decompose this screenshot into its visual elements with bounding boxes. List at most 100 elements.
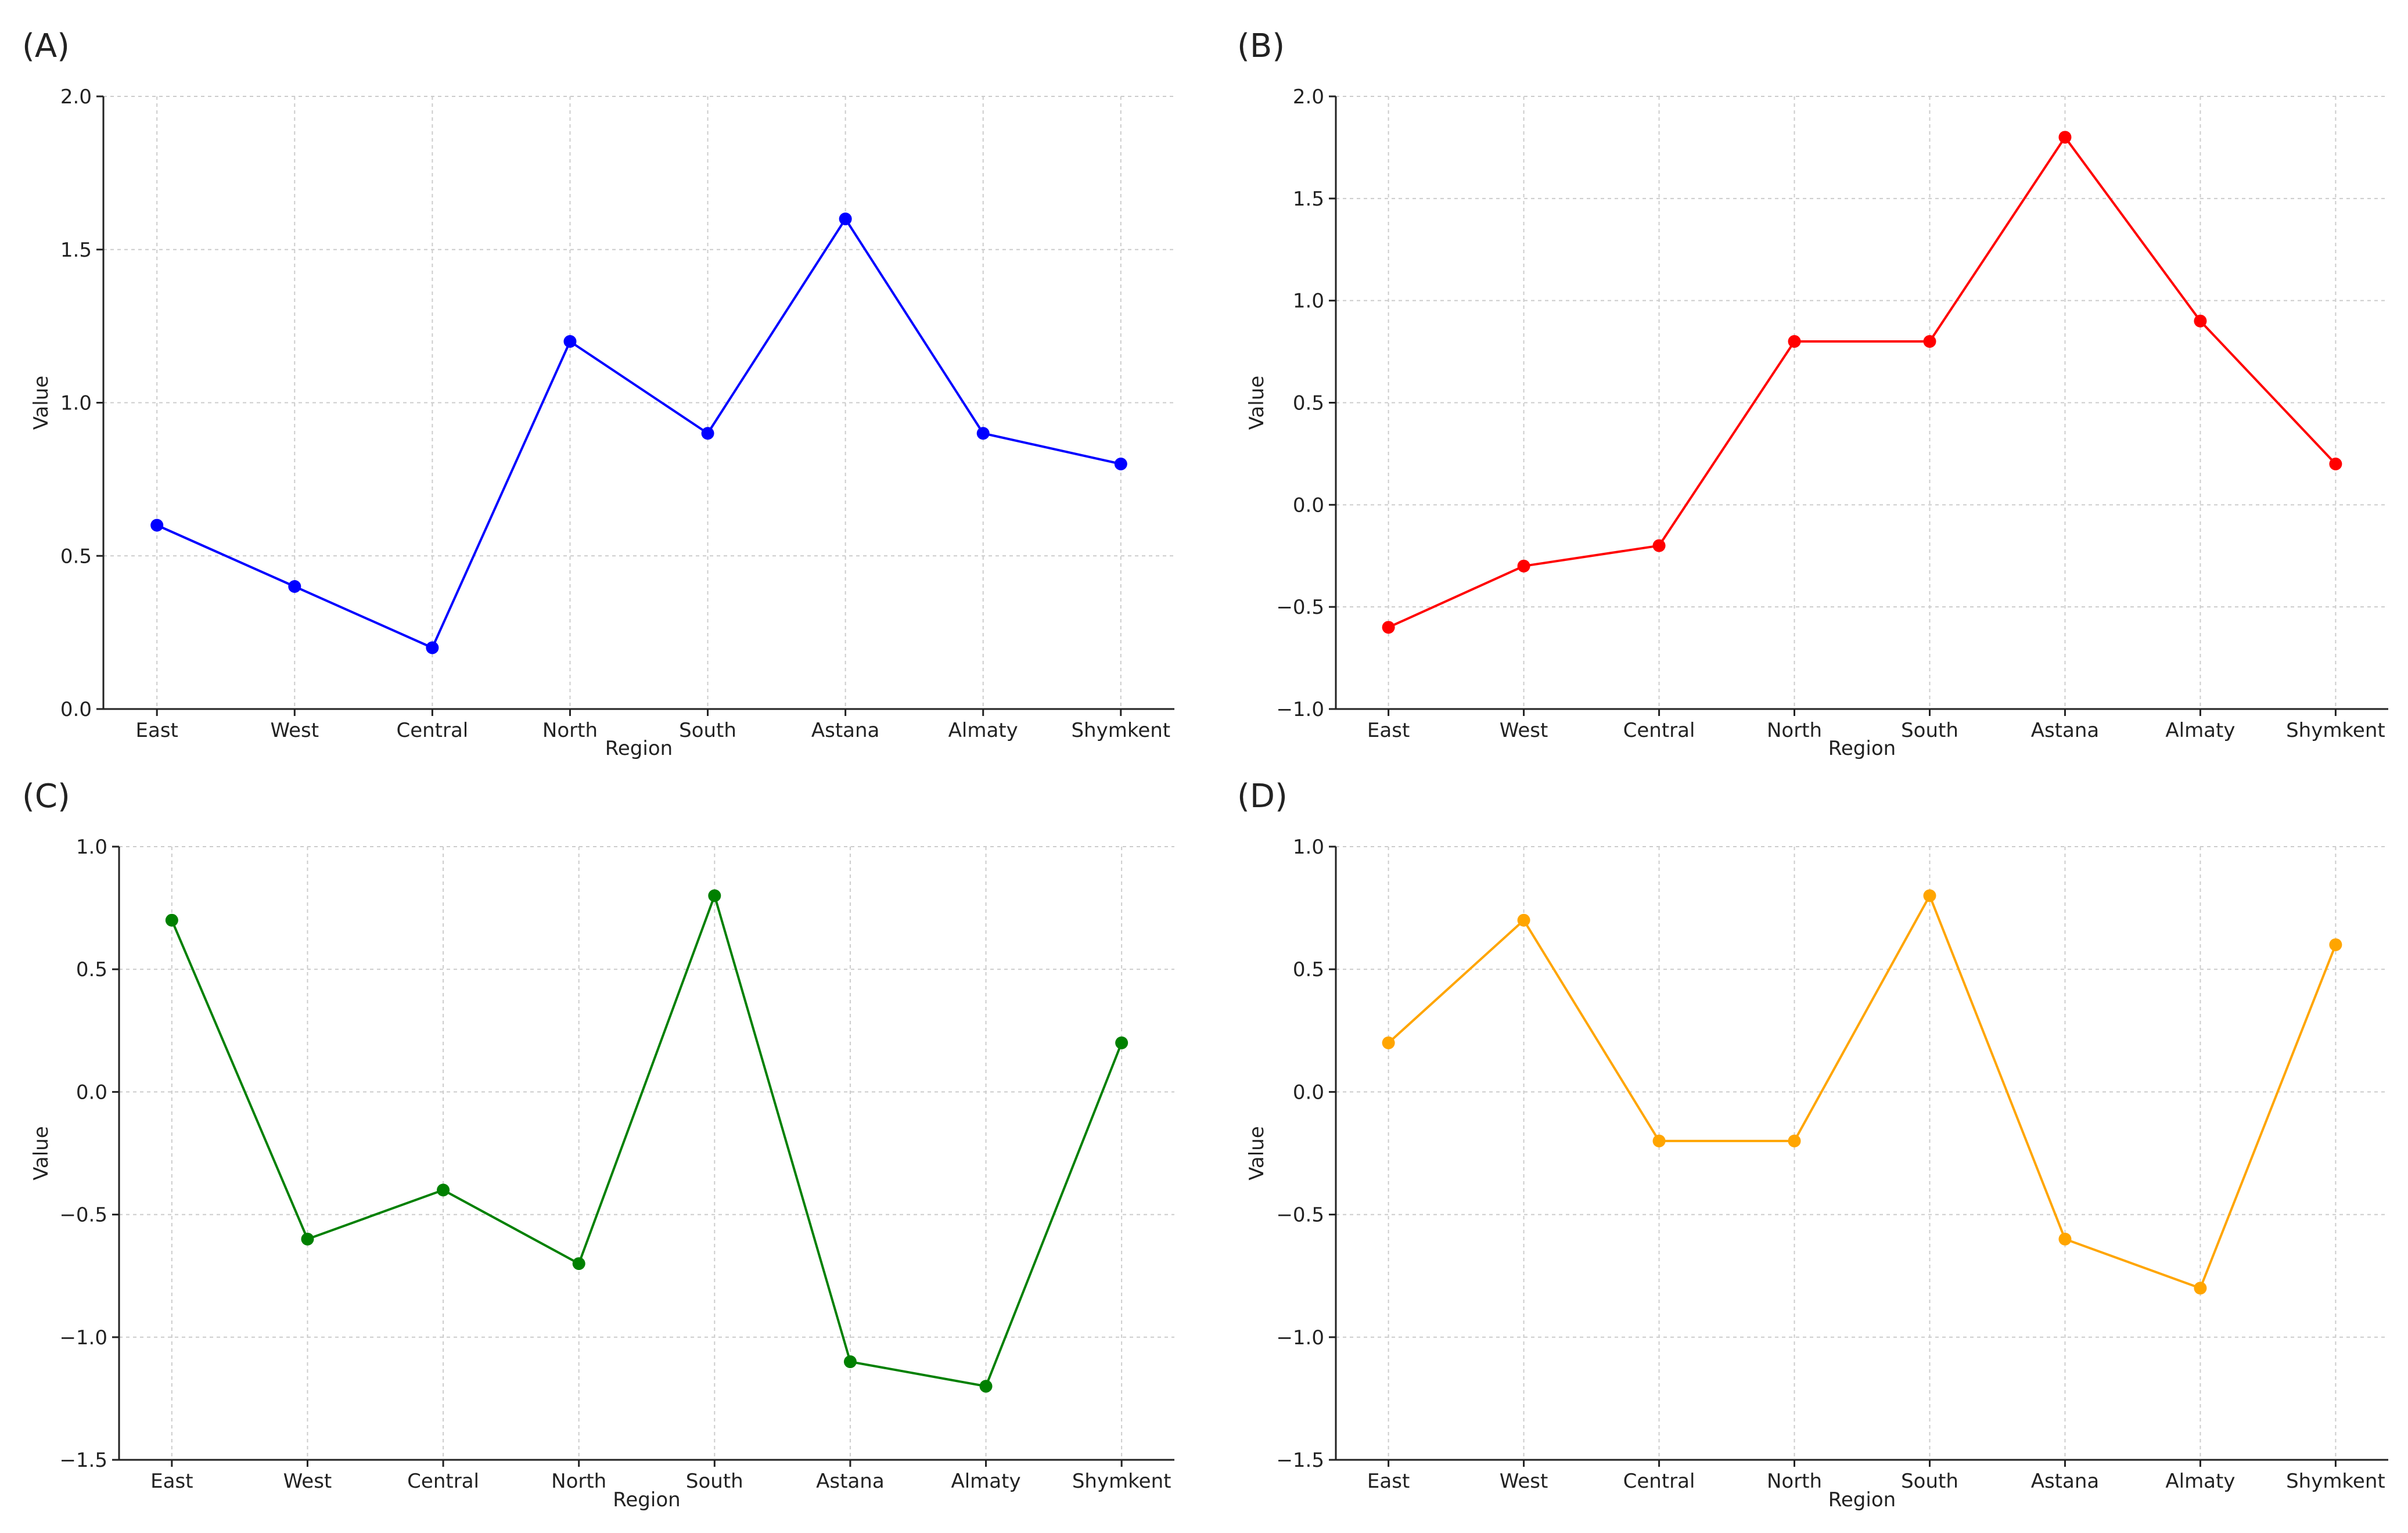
x-tick-label: West (1500, 719, 1548, 742)
panel-label: (C) (22, 778, 70, 815)
data-point (1788, 1134, 1801, 1147)
x-tick-label: Shymkent (1071, 719, 1170, 742)
data-point (1652, 1134, 1666, 1147)
x-tick-label: Almaty (951, 1470, 1020, 1493)
y-tick-label: 1.0 (1293, 836, 1324, 859)
x-tick-label: Shymkent (1072, 1470, 1171, 1493)
data-point (1923, 335, 1936, 348)
x-tick-label: West (1500, 1470, 1548, 1493)
x-tick-label: Central (1623, 1470, 1695, 1493)
chart-panel: (D) −1.5 −1.0 −0.5 0.0 0.5 1.0 East West Central N… (1237, 778, 2388, 1512)
x-tick-label: West (283, 1470, 332, 1493)
x-tick-label: Astana (816, 1470, 885, 1493)
series-line (1388, 894, 2337, 1290)
data-point (150, 519, 164, 532)
y-tick-label: 1.0 (60, 392, 92, 415)
y-tick-label: 2.0 (1293, 85, 1324, 109)
x-tick-label: South (686, 1470, 743, 1493)
data-point (563, 335, 577, 348)
series-line (1388, 136, 2337, 629)
data-point (1788, 335, 1801, 348)
x-tick-label: Astana (2031, 1470, 2100, 1493)
y-tick-label: 1.0 (1293, 290, 1324, 313)
y-tick-label: 1.0 (76, 836, 107, 859)
x-tick-label: South (679, 719, 736, 742)
x-tick-label: Shymkent (2286, 1470, 2385, 1493)
data-point (2194, 314, 2207, 328)
data-point (2058, 1232, 2072, 1246)
data-point (1923, 889, 1936, 902)
data-point (976, 427, 990, 440)
y-tick-label: −1.5 (1276, 1449, 1324, 1472)
y-tick-label: −0.5 (1276, 596, 1324, 619)
data-point (572, 1257, 585, 1271)
x-tick-label: West (270, 719, 319, 742)
y-tick-label: 0.0 (1293, 494, 1324, 517)
data-point (1115, 1036, 1128, 1049)
data-point (288, 580, 301, 593)
data-point (1517, 559, 1530, 573)
data-point (1382, 1036, 1395, 1049)
y-tick-label: 0.5 (60, 545, 92, 568)
x-axis-title: Region (1828, 1488, 1896, 1512)
data-point (437, 1183, 450, 1197)
x-tick-label: South (1901, 719, 1958, 742)
y-tick-label: 0.0 (76, 1081, 107, 1104)
series-line (171, 894, 1123, 1388)
x-tick-label: Central (407, 1470, 479, 1493)
x-tick-label: North (551, 1470, 606, 1493)
y-tick-label: −1.0 (59, 1326, 107, 1350)
data-point (708, 889, 721, 902)
chart-panel: (B) −1.0 −0.5 0.0 0.5 1.0 1.5 2.0 East West Centra… (1237, 27, 2388, 760)
data-point (1652, 539, 1666, 552)
x-tick-label: Almaty (2165, 719, 2235, 742)
y-tick-label: 0.0 (60, 698, 92, 721)
data-point (2329, 458, 2342, 470)
y-tick-label: 0.5 (1293, 392, 1324, 415)
data-point (839, 213, 852, 225)
data-point (2194, 1282, 2207, 1295)
y-tick-label: −1.5 (59, 1449, 107, 1472)
y-tick-label: 1.5 (1293, 188, 1324, 211)
x-tick-label: South (1901, 1470, 1958, 1493)
data-point (1114, 458, 1127, 470)
y-tick-label: −0.5 (59, 1204, 107, 1227)
data-point (165, 913, 178, 927)
x-tick-label: Central (1623, 719, 1695, 742)
x-tick-label: East (136, 719, 178, 742)
x-axis-title: Region (613, 1488, 680, 1512)
x-axis-title: Region (1828, 737, 1896, 760)
data-point (1517, 913, 1530, 927)
y-tick-label: 0.5 (1293, 958, 1324, 981)
x-tick-label: North (1767, 1470, 1822, 1493)
x-tick-label: Almaty (948, 719, 1018, 742)
x-tick-label: North (1767, 719, 1822, 742)
data-point (2329, 938, 2342, 951)
y-axis-title: Value (30, 376, 53, 430)
y-tick-label: 0.0 (1293, 1081, 1324, 1104)
data-point (301, 1232, 314, 1246)
y-axis-title: Value (1245, 376, 1268, 430)
x-tick-label: East (1367, 1470, 1410, 1493)
y-tick-label: 2.0 (60, 85, 92, 109)
y-tick-label: −1.0 (1276, 698, 1324, 721)
y-tick-label: 0.5 (76, 958, 107, 981)
x-tick-label: East (150, 1470, 193, 1493)
panel-label: (B) (1237, 27, 1285, 65)
y-tick-label: −1.0 (1276, 1326, 1324, 1350)
data-point (1382, 621, 1395, 634)
series-line (156, 218, 1122, 649)
chart-panel: (C) −1.5 −1.0 −0.5 0.0 0.5 1.0 East West Central N… (22, 778, 1174, 1512)
data-point (979, 1380, 993, 1393)
x-tick-label: Almaty (2165, 1470, 2235, 1493)
x-axis-title: Region (605, 737, 673, 760)
data-point (426, 641, 439, 654)
x-tick-label: North (542, 719, 598, 742)
data-point (2058, 131, 2072, 144)
x-tick-label: Astana (811, 719, 880, 742)
y-axis-title: Value (1245, 1126, 1268, 1180)
x-tick-label: Astana (2031, 719, 2100, 742)
panel-label: (A) (22, 27, 70, 65)
data-point (701, 427, 714, 440)
